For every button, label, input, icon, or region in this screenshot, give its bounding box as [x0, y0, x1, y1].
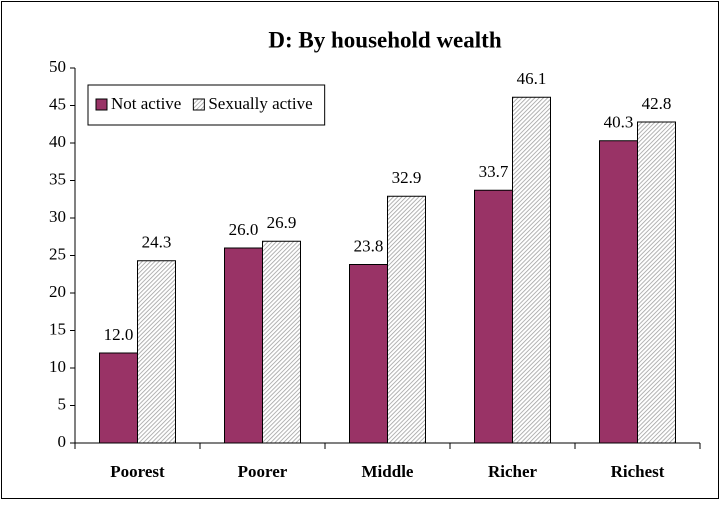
- bar: [512, 96, 551, 444]
- legend-label: Sexually active: [208, 94, 312, 113]
- legend: Not active Sexually active: [87, 84, 326, 126]
- x-tick-label: Middle: [362, 462, 414, 481]
- y-tick-label: 35: [49, 169, 66, 188]
- value-label: 32.9: [392, 168, 422, 187]
- bar: [99, 352, 138, 444]
- chart-title: D: By household wealth: [268, 27, 501, 52]
- value-label: 26.9: [267, 213, 297, 232]
- value-label: 12.0: [104, 325, 134, 344]
- x-tick-label: Poorer: [238, 462, 288, 481]
- y-tick-label: 10: [49, 357, 66, 376]
- value-label: 40.3: [604, 113, 634, 132]
- x-tick-label: Poorest: [110, 462, 165, 481]
- value-label: 33.7: [479, 162, 509, 181]
- bar: [137, 260, 176, 444]
- y-tick-label: 15: [49, 319, 66, 338]
- y-tick-label: 20: [49, 282, 66, 301]
- value-label: 46.1: [517, 69, 547, 88]
- x-tick-label: Richer: [488, 462, 538, 481]
- bar: [599, 140, 638, 444]
- y-tick-label: 30: [49, 207, 66, 226]
- value-label: 42.8: [642, 94, 672, 113]
- bar: [474, 189, 513, 444]
- x-tick-label: Richest: [611, 462, 665, 481]
- bar: [224, 247, 263, 444]
- y-tick-label: 25: [49, 244, 66, 263]
- bar: [262, 240, 301, 444]
- value-label: 24.3: [142, 233, 172, 252]
- bar: [637, 121, 676, 444]
- legend-box: [87, 84, 326, 126]
- value-label: 26.0: [229, 220, 259, 239]
- bar: [349, 264, 388, 444]
- legend-swatch: [192, 98, 205, 111]
- legend-swatch: [95, 98, 108, 111]
- y-tick-label: 45: [49, 94, 66, 113]
- y-tick-label: 5: [58, 394, 67, 413]
- value-label: 23.8: [354, 236, 384, 255]
- legend-label: Not active: [111, 94, 181, 113]
- bar: [387, 195, 426, 444]
- y-tick-label: 0: [58, 432, 67, 451]
- y-tick-label: 40: [49, 132, 66, 151]
- y-tick-label: 50: [49, 57, 66, 76]
